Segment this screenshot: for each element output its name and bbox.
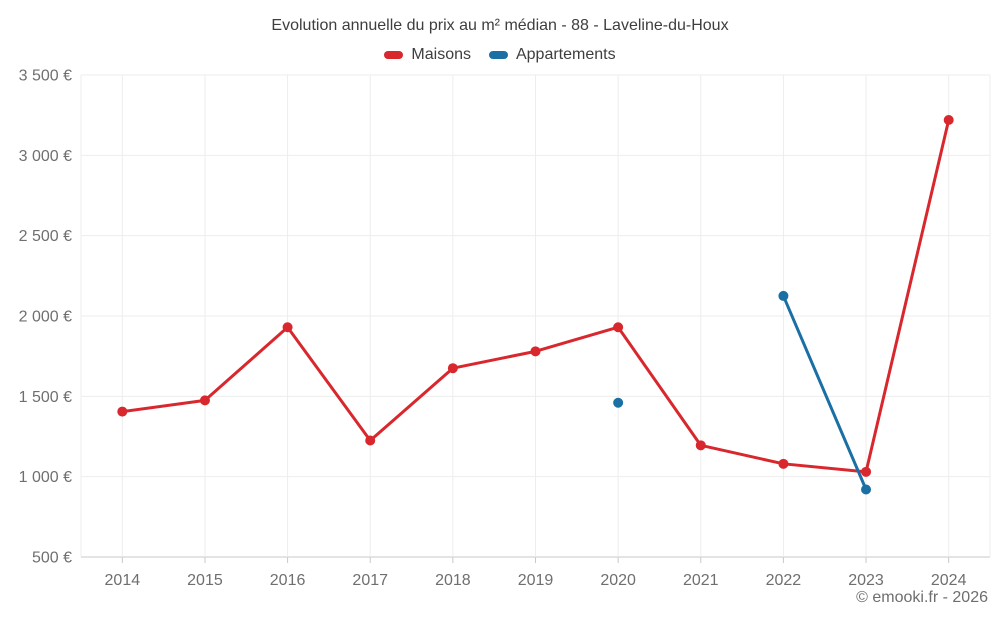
maisons-legend-label: Maisons [411,46,471,63]
y-tick-label: 3 000 € [19,148,72,165]
x-tick-label: 2018 [435,572,471,589]
data-point-maisons-2019[interactable] [530,346,541,357]
series-line-appartements [781,294,868,492]
x-tick-label: 2016 [270,572,306,589]
data-point-maisons-2020[interactable] [613,322,624,333]
chart-title: Evolution annuelle du prix au m² médian … [271,17,729,34]
data-point-appartements-2020[interactable] [613,397,624,408]
y-tick-label: 500 € [32,550,72,567]
x-tick-label: 2021 [683,572,719,589]
x-tick-label: 2015 [187,572,223,589]
y-tick-label: 2 500 € [19,228,72,245]
data-point-maisons-2023[interactable] [861,466,872,477]
data-point-maisons-2014[interactable] [117,406,128,417]
legend-item-appartements[interactable]: Appartements [488,46,616,64]
legend-item-maisons[interactable]: Maisons [384,46,471,64]
y-tick-label: 1 500 € [19,389,72,406]
x-tick-label: 2024 [931,572,967,589]
x-tick-label: 2020 [600,572,636,589]
appartements-legend-swatch-icon [488,51,508,59]
legend: Maisons Appartements [0,46,1000,64]
x-tick-label: 2017 [352,572,388,589]
data-point-maisons-2017[interactable] [365,435,376,446]
appartements-legend-label: Appartements [515,46,616,63]
y-tick-label: 2 000 € [19,309,72,326]
y-tick-label: 1 000 € [19,469,72,486]
data-point-maisons-2015[interactable] [199,395,210,406]
maisons-legend-swatch-icon [384,51,404,59]
y-tick-label: 3 500 € [19,68,72,85]
x-tick-label: 2023 [848,572,884,589]
data-point-appartements-2022[interactable] [778,290,789,301]
data-point-maisons-2022[interactable] [778,458,789,469]
data-point-maisons-2024[interactable] [943,114,954,125]
x-tick-label: 2014 [105,572,141,589]
x-tick-label: 2022 [766,572,802,589]
data-point-maisons-2016[interactable] [282,322,293,333]
data-point-appartements-2023[interactable] [861,484,872,495]
x-tick-label: 2019 [518,572,554,589]
data-point-maisons-2021[interactable] [695,440,706,451]
data-point-maisons-2018[interactable] [447,363,458,374]
footer-credit: © emooki.fr - 2026 [856,589,988,606]
